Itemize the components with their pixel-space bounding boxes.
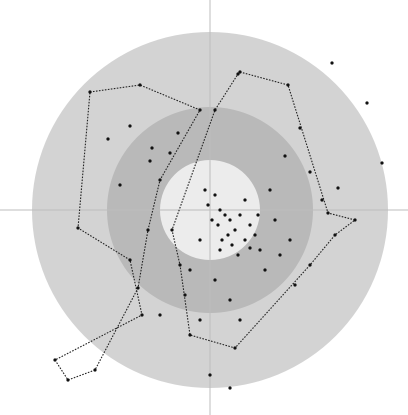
data-point-12 (238, 70, 242, 74)
data-point-10 (128, 258, 132, 262)
data-point-45 (233, 228, 237, 232)
data-point-67 (293, 283, 297, 287)
data-point-69 (183, 293, 187, 297)
data-point-43 (228, 218, 232, 222)
data-point-6 (93, 368, 97, 372)
data-point-9 (140, 313, 144, 317)
data-point-14 (326, 211, 330, 215)
data-point-70 (213, 278, 217, 282)
data-point-39 (203, 188, 207, 192)
data-point-55 (248, 246, 252, 250)
data-point-2 (198, 108, 202, 112)
data-point-3 (158, 178, 162, 182)
data-point-26 (380, 161, 384, 165)
data-point-0 (88, 90, 92, 94)
data-point-54 (236, 253, 240, 257)
data-point-15 (353, 218, 357, 222)
data-point-8 (53, 358, 57, 362)
data-point-29 (150, 146, 154, 150)
data-point-71 (228, 298, 232, 302)
data-point-52 (253, 233, 257, 237)
data-point-72 (158, 313, 162, 317)
data-point-5 (136, 286, 140, 290)
data-point-57 (206, 203, 210, 207)
data-point-24 (330, 61, 334, 65)
data-point-60 (258, 248, 262, 252)
data-point-76 (228, 386, 232, 390)
data-point-21 (170, 228, 174, 232)
data-point-34 (298, 126, 302, 130)
data-point-50 (243, 238, 247, 242)
data-point-42 (223, 213, 227, 217)
data-point-41 (218, 208, 222, 212)
data-point-31 (148, 159, 152, 163)
data-point-58 (243, 198, 247, 202)
data-point-36 (308, 170, 312, 174)
data-point-1 (138, 83, 142, 87)
data-point-51 (248, 223, 252, 227)
data-point-59 (256, 213, 260, 217)
data-point-38 (320, 198, 324, 202)
data-point-73 (198, 318, 202, 322)
data-point-49 (230, 243, 234, 247)
data-point-47 (226, 233, 230, 237)
data-point-74 (238, 318, 242, 322)
data-point-7 (66, 378, 70, 382)
data-point-27 (128, 124, 132, 128)
data-point-11 (76, 226, 80, 230)
data-point-62 (268, 188, 272, 192)
data-point-65 (263, 268, 267, 272)
data-point-32 (176, 131, 180, 135)
data-point-35 (283, 154, 287, 158)
data-point-19 (188, 333, 192, 337)
data-point-64 (278, 253, 282, 257)
data-point-25 (365, 101, 369, 105)
data-point-63 (273, 218, 277, 222)
data-point-28 (106, 137, 110, 141)
data-point-40 (213, 193, 217, 197)
data-point-75 (208, 373, 212, 377)
data-point-37 (336, 186, 340, 190)
data-point-20 (178, 263, 182, 267)
data-point-16 (333, 233, 337, 237)
data-point-4 (146, 228, 150, 232)
data-point-30 (118, 183, 122, 187)
data-point-61 (198, 238, 202, 242)
data-point-56 (210, 218, 214, 222)
data-point-22 (213, 108, 217, 112)
data-point-33 (168, 151, 172, 155)
data-point-53 (218, 248, 222, 252)
data-point-23 (236, 72, 240, 76)
data-point-46 (238, 213, 242, 217)
points-layer (53, 61, 384, 390)
data-point-48 (220, 238, 224, 242)
data-point-18 (233, 346, 237, 350)
data-point-66 (288, 238, 292, 242)
data-point-13 (286, 83, 290, 87)
data-point-44 (216, 223, 220, 227)
data-point-68 (188, 268, 192, 272)
data-point-17 (308, 263, 312, 267)
